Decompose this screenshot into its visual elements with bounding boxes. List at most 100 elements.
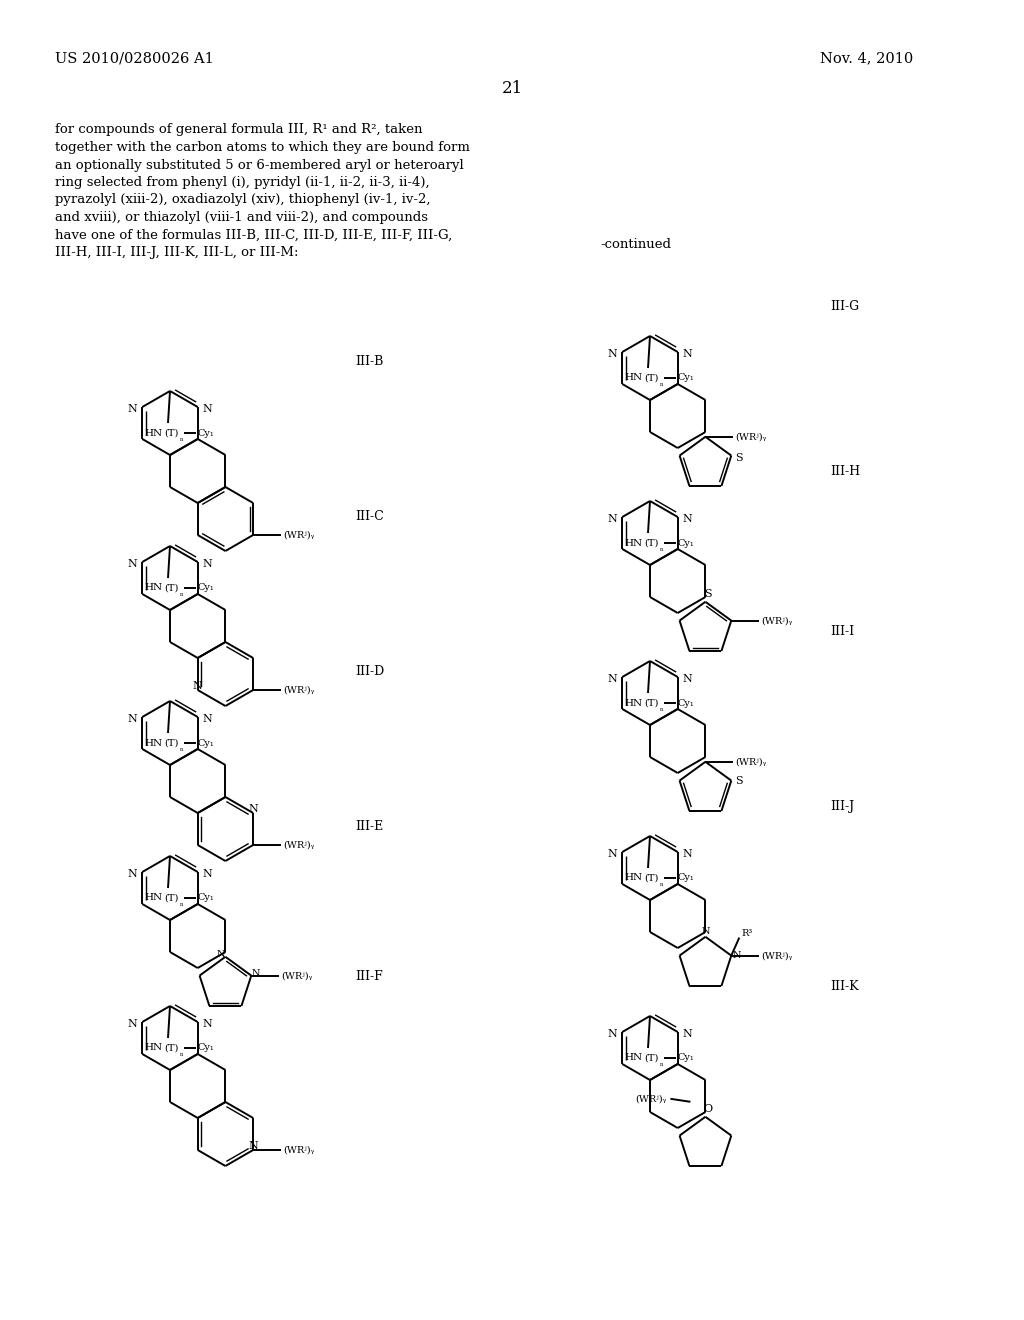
Text: and xviii), or thiazolyl (viii-1 and viii-2), and compounds: and xviii), or thiazolyl (viii-1 and vii… [55,211,428,224]
Text: HN: HN [624,874,642,883]
Text: (T): (T) [164,894,178,903]
Text: N: N [607,348,617,359]
Text: Cy₁: Cy₁ [198,429,215,437]
Text: N: N [203,869,213,879]
Text: N: N [607,513,617,524]
Text: (WRʲ)ᵧ: (WRʲ)ᵧ [284,531,314,540]
Text: N: N [607,849,617,859]
Text: N: N [203,714,213,723]
Text: S: S [735,776,743,785]
Text: N: N [203,558,213,569]
Text: N: N [193,681,203,690]
Text: (T): (T) [644,698,658,708]
Text: ₙ: ₙ [180,744,183,752]
Text: ₙ: ₙ [660,705,664,713]
Text: (WRʲ)ᵧ: (WRʲ)ᵧ [284,685,314,694]
Text: Cy₁: Cy₁ [678,374,694,383]
Text: (T): (T) [644,874,658,883]
Text: ₙ: ₙ [180,900,183,908]
Text: US 2010/0280026 A1: US 2010/0280026 A1 [55,51,214,65]
Text: N: N [683,348,692,359]
Text: Cy₁: Cy₁ [198,738,215,747]
Text: ₙ: ₙ [660,880,664,888]
Text: (WRʲ)ᵧ: (WRʲ)ᵧ [284,1146,314,1155]
Text: N: N [607,1030,617,1039]
Text: HN: HN [144,429,162,437]
Text: Cy₁: Cy₁ [198,1044,215,1052]
Text: ₙ: ₙ [660,1060,664,1068]
Text: HN: HN [144,1044,162,1052]
Text: III-K: III-K [830,979,859,993]
Text: HN: HN [624,539,642,548]
Text: N: N [216,950,224,960]
Text: N: N [127,869,137,879]
Text: N: N [127,558,137,569]
Text: III-C: III-C [355,510,384,523]
Text: S: S [705,589,713,599]
Text: N: N [252,969,260,978]
Text: N: N [607,675,617,684]
Text: N: N [248,1140,258,1151]
Text: III-I: III-I [830,624,854,638]
Text: N: N [203,404,213,414]
Text: Cy₁: Cy₁ [678,1053,694,1063]
Text: (T): (T) [164,738,178,747]
Text: (WRʲ)ᵧ: (WRʲ)ᵧ [735,433,767,441]
Text: III-H: III-H [830,465,860,478]
Text: N: N [127,714,137,723]
Text: HN: HN [144,583,162,593]
Text: III-D: III-D [355,665,384,678]
Text: Cy₁: Cy₁ [198,894,215,903]
Text: O: O [703,1104,713,1114]
Text: ₙ: ₙ [660,380,664,388]
Text: ₙ: ₙ [180,590,183,598]
Text: Cy₁: Cy₁ [678,539,694,548]
Text: (T): (T) [644,1053,658,1063]
Text: R³: R³ [741,929,753,939]
Text: (T): (T) [644,539,658,548]
Text: Cy₁: Cy₁ [678,874,694,883]
Text: (T): (T) [644,374,658,383]
Text: ring selected from phenyl (i), pyridyl (ii-1, ii-2, ii-3, ii-4),: ring selected from phenyl (i), pyridyl (… [55,176,430,189]
Text: an optionally substituted 5 or 6-membered aryl or heteroaryl: an optionally substituted 5 or 6-membere… [55,158,464,172]
Text: (WRʲ)ᵧ: (WRʲ)ᵧ [761,616,793,626]
Text: (WRʲ)ᵧ: (WRʲ)ᵧ [636,1094,667,1104]
Text: have one of the formulas III-B, III-C, III-D, III-E, III-F, III-G,: have one of the formulas III-B, III-C, I… [55,228,453,242]
Text: HN: HN [144,894,162,903]
Text: ₙ: ₙ [180,1049,183,1059]
Text: (WRʲ)ᵧ: (WRʲ)ᵧ [282,972,312,979]
Text: Nov. 4, 2010: Nov. 4, 2010 [820,51,913,65]
Text: N: N [683,849,692,859]
Text: (T): (T) [164,429,178,437]
Text: HN: HN [624,374,642,383]
Text: for compounds of general formula III, R¹ and R², taken: for compounds of general formula III, R¹… [55,124,423,136]
Text: HN: HN [624,1053,642,1063]
Text: III-J: III-J [830,800,854,813]
Text: N: N [127,1019,137,1030]
Text: (WRʲ)ᵧ: (WRʲ)ᵧ [284,841,314,850]
Text: HN: HN [144,738,162,747]
Text: N: N [701,928,710,936]
Text: N: N [248,804,258,814]
Text: N: N [683,675,692,684]
Text: (T): (T) [164,583,178,593]
Text: together with the carbon atoms to which they are bound form: together with the carbon atoms to which … [55,141,470,154]
Text: HN: HN [624,698,642,708]
Text: pyrazolyl (xiii-2), oxadiazolyl (xiv), thiophenyl (iv-1, iv-2,: pyrazolyl (xiii-2), oxadiazolyl (xiv), t… [55,194,430,206]
Text: N: N [733,952,741,960]
Text: (WRʲ)ᵧ: (WRʲ)ᵧ [735,758,767,767]
Text: III-G: III-G [830,300,859,313]
Text: III-E: III-E [355,820,383,833]
Text: S: S [735,453,743,462]
Text: N: N [203,1019,213,1030]
Text: -continued: -continued [600,239,671,252]
Text: ₙ: ₙ [660,545,664,553]
Text: III-B: III-B [355,355,383,368]
Text: N: N [683,513,692,524]
Text: N: N [127,404,137,414]
Text: III-H, III-I, III-J, III-K, III-L, or III-M:: III-H, III-I, III-J, III-K, III-L, or II… [55,246,299,259]
Text: Cy₁: Cy₁ [198,583,215,593]
Text: 21: 21 [502,81,522,96]
Text: (T): (T) [164,1044,178,1052]
Text: ₙ: ₙ [180,436,183,444]
